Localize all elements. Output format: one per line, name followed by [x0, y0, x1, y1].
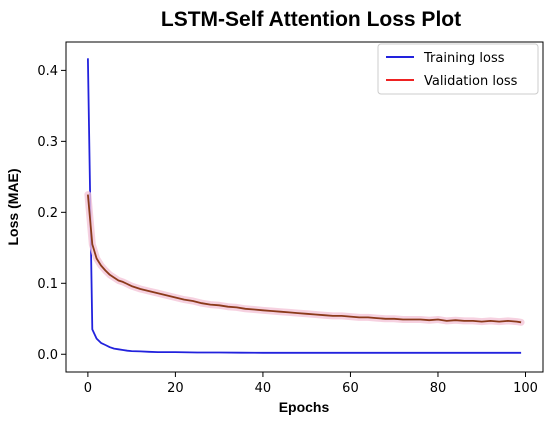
x-tick-label-40: 40	[255, 381, 272, 396]
x-tick-label-80: 80	[430, 381, 447, 396]
validation-loss-line	[87, 194, 522, 324]
x-axis-label: Epochs	[279, 399, 330, 415]
training-loss-line	[87, 58, 522, 354]
y-tick-label-0.2: 0.2	[37, 206, 58, 221]
x-tick-label-20: 20	[167, 381, 184, 396]
y-tick-label-0.3: 0.3	[37, 135, 58, 150]
x-tick-label-100: 100	[513, 381, 538, 396]
y-axis-label: Loss (MAE)	[5, 169, 21, 246]
chart-title: LSTM-Self Attention Loss Plot	[161, 8, 461, 31]
y-tick-label-0.0: 0.0	[37, 348, 58, 363]
x-tick-label-0: 0	[84, 381, 92, 396]
validation-loss-band	[84, 191, 525, 326]
legend-label-training-loss: Training loss	[423, 51, 505, 66]
plot-frame	[65, 41, 544, 373]
x-tick-label-60: 60	[342, 381, 359, 396]
legend: Training loss Validation loss	[377, 43, 539, 95]
legend-label-validation-loss: Validation loss	[424, 74, 518, 89]
y-tick-label-0.4: 0.4	[37, 64, 58, 79]
legend-box	[377, 43, 539, 95]
y-tick-label-0.1: 0.1	[37, 277, 58, 292]
